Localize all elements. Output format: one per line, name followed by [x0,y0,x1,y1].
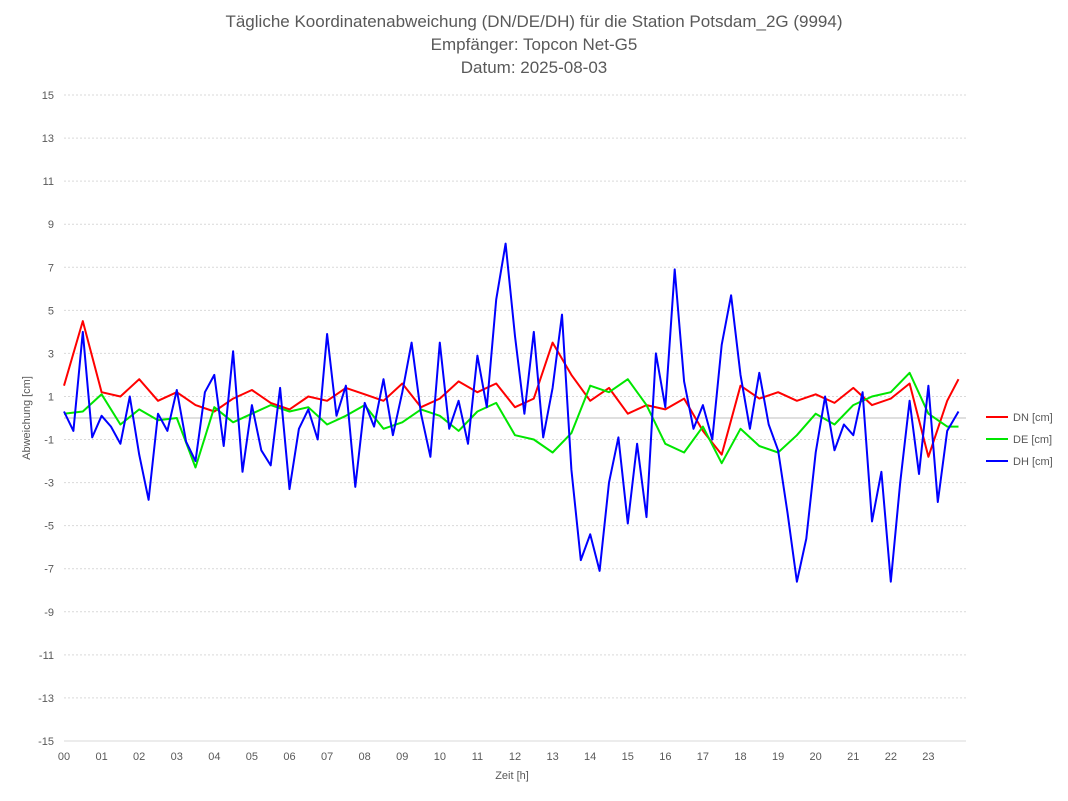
x-tick-label: 10 [434,751,446,763]
y-tick-label: -1 [44,435,54,447]
x-tick-label: 14 [584,751,596,763]
y-tick-label: -3 [44,478,54,490]
axis-layer: 15 13 11 9 7 5 3 1 -1 -3 -5 -7 -9 -11 -13 -15 00 01 02 03 04… [38,90,966,763]
x-tick-label: 04 [208,751,220,763]
series-line-de [63,371,959,469]
series-line-dn [63,320,960,458]
x-tick-label: 01 [95,751,107,763]
x-tick-label: 07 [321,751,333,763]
y-tick-label: -7 [44,564,54,576]
x-tick-label: 12 [509,751,521,763]
x-tick-label: 16 [659,751,671,763]
x-tick-label: 09 [396,751,408,763]
y-tick-label: 11 [43,176,54,188]
chart-title-line-1: Tägliche Koordinatenabweichung (DN/DE/DH… [225,12,843,31]
y-axis-label: Abweichung [cm] [21,376,33,460]
x-axis-label: Zeit [h] [495,770,529,782]
y-tick-label: 7 [48,262,54,274]
x-tick-label: 05 [246,751,258,763]
series-layer [63,242,960,583]
legend-label: DE [cm] [1013,434,1052,446]
x-tick-label: 02 [133,751,145,763]
x-tick-label: 21 [847,751,859,763]
x-tick-label: 15 [622,751,634,763]
x-tick-label: 13 [546,751,558,763]
x-tick-label: 22 [885,751,897,763]
x-tick-label: 23 [922,751,934,763]
y-tick-label: -5 [44,521,54,533]
legend-label: DH [cm] [1013,456,1053,468]
chart-title-line-2: Empfänger: Topcon Net-G5 [430,35,638,54]
x-tick-label: 17 [697,751,709,763]
y-tick-label: 5 [48,305,54,317]
x-tick-label: 11 [472,751,483,763]
y-tick-label: 3 [48,348,54,360]
y-tick-label: 9 [48,219,54,231]
x-tick-label: 19 [772,751,784,763]
y-tick-label: -11 [39,650,54,662]
y-tick-label: -13 [38,693,54,705]
legend-label: DN [cm] [1013,412,1053,424]
y-tick-label: 15 [42,90,54,102]
series-line-dh [63,242,960,583]
x-tick-label: 18 [734,751,746,763]
x-tick-label: 20 [810,751,822,763]
x-tick-label: 06 [283,751,295,763]
x-tick-label: 08 [359,751,371,763]
legend: DN [cm] DE [cm] DH [cm] [986,412,1053,468]
x-tick-label: 00 [58,751,70,763]
y-tick-label: 13 [42,133,54,145]
y-tick-label: 1 [48,391,54,403]
x-tick-label: 03 [171,751,183,763]
y-tick-label: -15 [38,736,54,748]
chart-title-line-3: Datum: 2025-08-03 [460,58,608,77]
y-tick-label: -9 [44,607,54,619]
